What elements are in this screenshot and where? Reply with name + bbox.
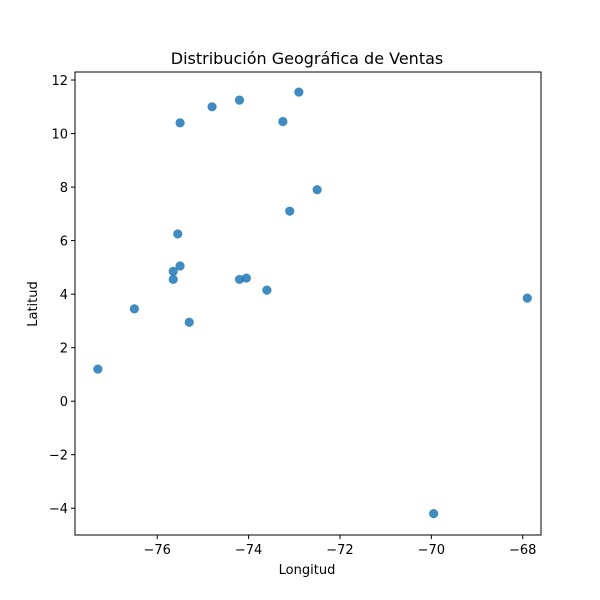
y-tick-label: −4 — [49, 502, 68, 517]
y-tick-label: 0 — [60, 395, 68, 410]
data-point — [262, 285, 272, 295]
y-tick-label: −2 — [49, 449, 68, 464]
data-point — [129, 304, 139, 314]
data-point — [429, 508, 439, 519]
data-point — [234, 95, 245, 105]
y-tick-label: 2 — [60, 342, 68, 357]
data-point — [168, 266, 178, 276]
data-point — [285, 206, 295, 216]
plot-frame — [74, 71, 542, 536]
data-point — [173, 229, 183, 239]
x-tick-label: −76 — [144, 543, 171, 558]
data-point — [522, 293, 532, 303]
data-point — [241, 273, 251, 283]
data-point — [175, 118, 185, 128]
data-point — [294, 87, 304, 97]
data-point — [175, 261, 185, 271]
y-tick-label: 10 — [51, 128, 68, 143]
data-point — [278, 116, 288, 127]
y-tick-label: 6 — [60, 235, 68, 250]
data-point — [312, 185, 322, 195]
x-tick-label: −70 — [418, 543, 445, 558]
x-tick-label: −74 — [235, 543, 262, 558]
x-tick-label: −68 — [509, 543, 536, 558]
data-point — [234, 274, 245, 285]
y-axis-label: Latitud — [26, 281, 41, 327]
chart-title: Distribución Geográfica de Ventas — [171, 49, 443, 68]
y-tick-label: 4 — [60, 288, 68, 303]
data-point — [184, 317, 194, 327]
data-points — [93, 87, 532, 519]
data-point — [207, 102, 217, 112]
y-tick-label: 12 — [51, 74, 68, 89]
x-axis-label: Longitud — [279, 563, 336, 578]
x-axis: −76 −74 −72 −70 −68 — [144, 535, 536, 558]
data-point — [168, 274, 178, 285]
y-tick-label: 8 — [60, 181, 68, 196]
y-axis: −4 −2 0 2 4 6 8 10 12 — [49, 74, 75, 517]
x-tick-label: −72 — [326, 543, 353, 558]
data-point — [93, 364, 103, 374]
